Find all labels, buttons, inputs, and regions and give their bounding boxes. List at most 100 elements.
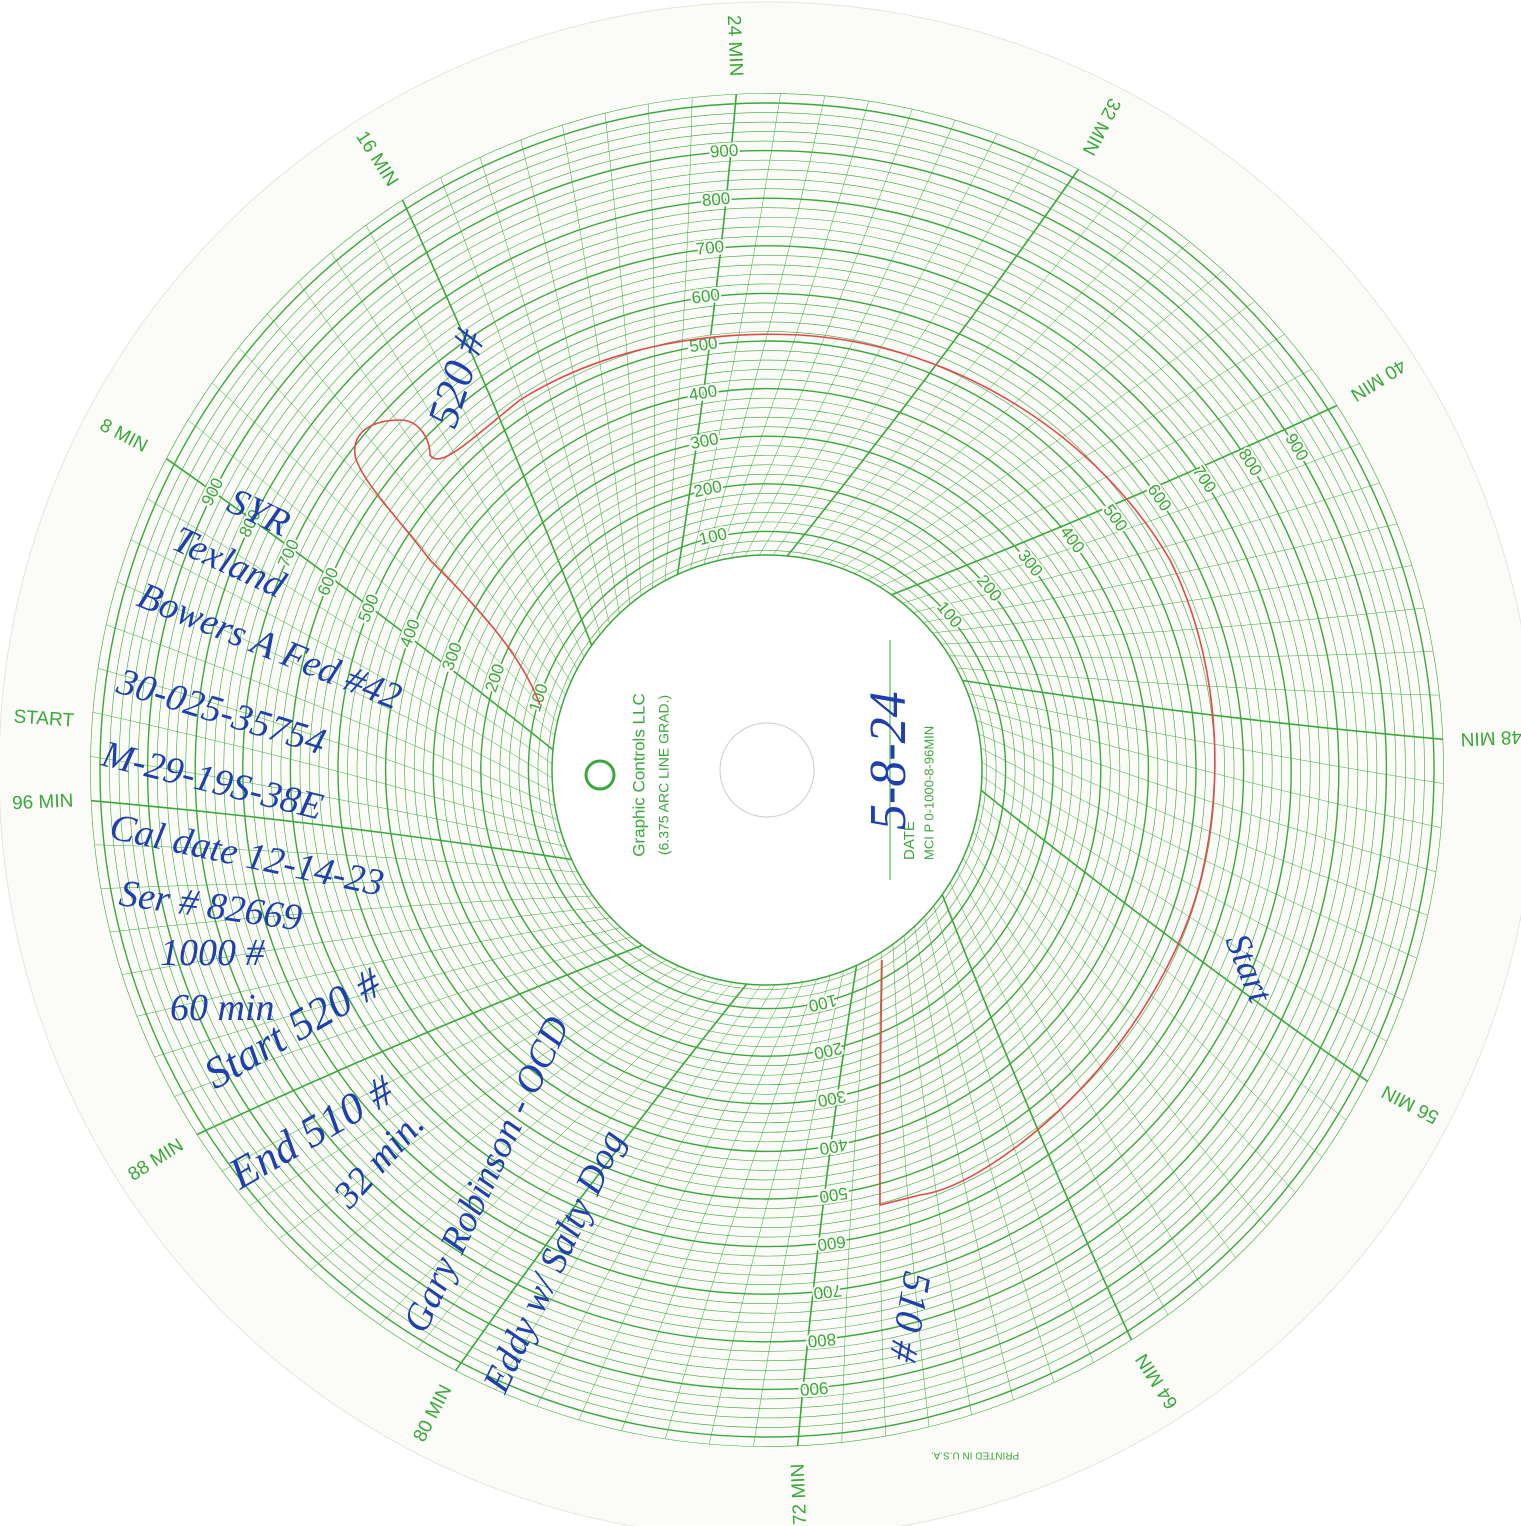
time-line (676, 94, 738, 575)
time-line (165, 458, 554, 751)
time-line (758, 133, 998, 556)
scale-label: 800 (701, 189, 731, 210)
date-label: DATE (901, 821, 918, 860)
grid-circle (185, 188, 1349, 1352)
time-line (130, 539, 553, 779)
time-line (455, 983, 748, 1372)
grid-circle (527, 530, 1007, 1010)
grid-circle (309, 312, 1225, 1228)
grid-circle (413, 416, 1121, 1124)
grid-circle (547, 550, 987, 990)
grid-circle (146, 149, 1388, 1391)
spec: (6.375 ARC LINE GRAD.) (656, 695, 672, 855)
grid-circle (90, 93, 1444, 1447)
time-line (211, 382, 558, 723)
time-line (665, 979, 817, 1439)
time-line (416, 982, 733, 1350)
grid-circle (366, 369, 1168, 1171)
time-line (981, 761, 1404, 1001)
time-line (106, 624, 556, 807)
grid-circle (461, 464, 1073, 1076)
time-line (648, 103, 656, 588)
time-line (98, 668, 558, 820)
scale-label: 900 (709, 141, 739, 162)
note: 60 min (170, 987, 275, 1029)
grid-circle (337, 340, 1197, 1200)
time-line (708, 975, 831, 1445)
time-line (854, 301, 1256, 575)
grid-circle (347, 350, 1187, 1190)
time-line (981, 775, 1387, 1042)
time-line (196, 944, 643, 1136)
time-line (980, 747, 1417, 959)
time-line (962, 857, 1236, 1259)
time-line (879, 368, 1313, 588)
time-line (913, 482, 1380, 613)
time-line (331, 252, 578, 670)
grid-circle (480, 483, 1054, 1057)
time-line (249, 959, 667, 1206)
grid-circle (271, 274, 1263, 1266)
scale-label: 700 (695, 237, 725, 259)
scale-label: 700 (812, 1281, 842, 1303)
time-line (479, 157, 610, 624)
grid-circle (252, 255, 1282, 1285)
time-line (174, 936, 632, 1097)
grid-circle (156, 159, 1378, 1381)
time-line (867, 334, 1285, 581)
time-line (578, 983, 790, 1420)
grid-circle (470, 473, 1064, 1067)
logo (584, 759, 616, 791)
time-label: 96 MIN (12, 791, 74, 815)
time-line (91, 799, 572, 861)
scale-label: 600 (816, 1232, 847, 1255)
time-line (147, 498, 553, 765)
grid-circle (442, 445, 1092, 1095)
time-line (267, 313, 566, 696)
grid-circle (194, 197, 1340, 1343)
grid-circle (137, 140, 1397, 1400)
time-line (980, 789, 1369, 1082)
time-line (786, 168, 1079, 557)
time-line (941, 607, 1424, 645)
grid-circle (223, 226, 1311, 1314)
grid-circle (99, 102, 1435, 1438)
time-line (440, 177, 601, 635)
time-line (90, 756, 567, 847)
time-line (621, 981, 804, 1431)
time-line (744, 120, 956, 557)
scale-label: 600 (690, 285, 721, 307)
time-line (222, 952, 655, 1172)
grid-circle (518, 521, 1016, 1019)
time-line (122, 906, 602, 975)
grid-circle (204, 207, 1330, 1333)
time-line (187, 419, 555, 736)
time-line (956, 667, 1440, 696)
time-line (154, 927, 621, 1058)
time-line (914, 926, 1014, 1401)
time-line (136, 917, 611, 1017)
grid-circle (299, 302, 1235, 1238)
time-line (967, 693, 1444, 784)
grid-circle (232, 235, 1302, 1305)
time-line (976, 817, 1323, 1158)
grid-circle (118, 121, 1416, 1419)
time-line (92, 711, 562, 834)
time-line (310, 971, 693, 1270)
time-label: START (13, 706, 75, 731)
time-line (814, 214, 1155, 561)
time-line (892, 944, 930, 1427)
time-line (968, 844, 1267, 1227)
time-line (976, 720, 1436, 872)
time-line (298, 281, 572, 683)
time-line (979, 804, 1347, 1121)
time-line (903, 935, 972, 1415)
grid-circle (451, 454, 1083, 1086)
time-line (753, 970, 844, 1447)
time-line (949, 882, 1169, 1316)
time-line (110, 895, 593, 933)
printed: PRINTED IN U.S.A. (931, 1449, 1019, 1460)
time-line (924, 916, 1055, 1383)
